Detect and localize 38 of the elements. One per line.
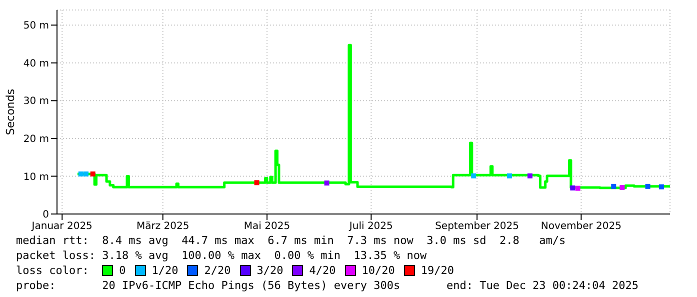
point: [254, 180, 260, 186]
point: [570, 185, 576, 190]
text: packet loss: 3.18 % avg 100.00 % max 0.00 % min 13.35 % now: [16, 248, 428, 263]
point: [575, 186, 580, 191]
point: [324, 180, 330, 186]
legend-label: 4/20: [309, 263, 336, 278]
legend-label: 2/20: [204, 263, 231, 278]
legend-label: 1/20: [152, 263, 178, 278]
y-tick-label: 0: [42, 210, 49, 221]
x-tick-label: November 2025: [540, 221, 622, 232]
y-tick-label: 10 m: [23, 172, 49, 183]
x-tick-label: Mai 2025: [244, 221, 290, 232]
x-tick-label: September 2025: [435, 221, 519, 232]
legend-label: 19/20: [420, 263, 454, 278]
legend-label: 0: [119, 263, 126, 278]
y-tick-label: 40 m: [23, 58, 49, 70]
y-axis-title: Seconds: [4, 88, 17, 136]
text: median rtt: 8.4 ms avg 44.7 ms max 6.7 ms min 7.3 ms now 3.0 ms sd 2.8 am/s: [16, 233, 567, 248]
x-tick-label: Januar 2025: [30, 221, 92, 232]
point: [645, 184, 650, 189]
x-tick-label: Juli 2025: [348, 221, 393, 232]
text: probe: 20 IPv6-ICMP Echo Pings (56 Bytes) every 300s end: Tue Dec 23 00:24:04 2025: [16, 278, 639, 293]
legend-label: 3/20: [256, 263, 284, 278]
point: [471, 173, 476, 178]
point: [527, 173, 532, 178]
point: [611, 184, 616, 189]
point: [90, 171, 96, 176]
legend-title: loss color:: [16, 263, 90, 278]
point: [78, 171, 84, 176]
y-tick-label: 30 m: [23, 96, 49, 108]
y-tick-label: 50 m: [23, 20, 49, 32]
point: [620, 185, 625, 190]
y-tick-label: 20 m: [23, 134, 49, 145]
x-tick-label: März 2025: [136, 221, 190, 232]
legend-label: 10/20: [362, 263, 395, 278]
point: [506, 173, 512, 178]
point: [84, 171, 89, 176]
point: [658, 184, 664, 190]
